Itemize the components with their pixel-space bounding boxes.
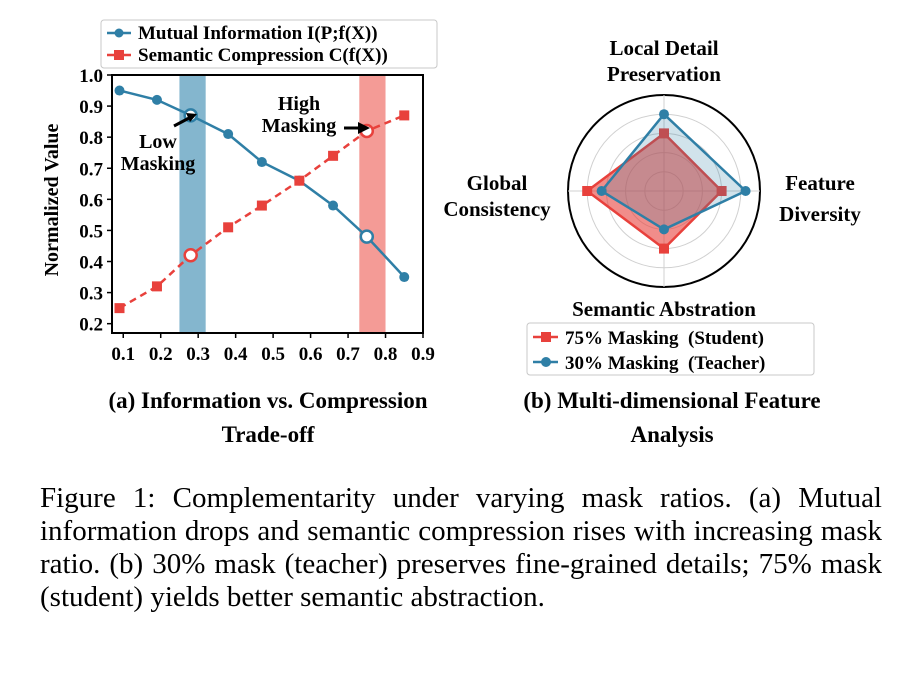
masking-band-1: [359, 75, 386, 333]
radar-axis-label-left-line2: Consistency: [443, 197, 551, 221]
legend-sc-label: Semantic Compression C(f(X)): [138, 45, 388, 66]
line-chart-legend: Mutual Information I(P;f(X)) Semantic Co…: [100, 19, 438, 69]
x-tick-label: 0.7: [336, 344, 360, 365]
y-tick-label: 0.3: [79, 284, 103, 305]
data-point: [256, 157, 267, 168]
subcaption-a-line2: Trade-off: [222, 422, 315, 447]
series-line-semantic-compression: [118, 114, 405, 310]
figure-caption-text: Figure 1: Complementarity under varying …: [40, 482, 882, 613]
data-point: [223, 222, 234, 233]
y-tick-label: 0.4: [79, 253, 103, 274]
data-point: [399, 110, 410, 121]
high-masking-label-line1: High: [278, 93, 320, 115]
figure-caption: Figure 1: Complementarity under varying …: [40, 482, 882, 614]
radar-axis-label-top-line1: Local Detail: [609, 36, 718, 60]
legend-teacher-marker: [541, 357, 551, 367]
x-tick-label: 0.4: [224, 344, 248, 365]
line-chart: 0.1 0.2 0.3 0.4 0.5 0.6 0.7 0.8 0.9 0.2 0.3 0.4 0.5 0…: [41, 19, 438, 447]
y-tick-label: 0.9: [79, 97, 103, 118]
low-masking-label-line2: Masking: [121, 153, 195, 175]
data-point: [256, 200, 267, 211]
data-point: [399, 272, 410, 283]
x-tick-label: 0.9: [411, 344, 435, 365]
y-tick-label: 1.0: [79, 66, 103, 87]
data-point: [151, 94, 162, 105]
subcaption-a-line1: (a) Information vs. Compression: [108, 388, 427, 413]
x-tick-label: 0.8: [374, 344, 398, 365]
data-point: [328, 150, 339, 161]
subcaption-b-line2: Analysis: [630, 422, 713, 447]
y-tick-label: 0.5: [79, 221, 103, 242]
data-point: [114, 303, 125, 314]
x-tick-label: 0.3: [186, 344, 210, 365]
plot-frame: [111, 74, 424, 334]
legend-teacher-label: 30% Masking (Teacher): [565, 353, 765, 374]
radar-axis-label-right-line1: Feature: [785, 171, 855, 195]
y-axis-label: Normalized Value: [41, 123, 63, 276]
radar-axis-label-left-line1: Global: [467, 171, 528, 195]
data-point: [328, 200, 339, 211]
data-point: [223, 129, 234, 140]
legend-mi-label: Mutual Information I(P;f(X)): [138, 23, 378, 44]
legend-student-marker: [541, 332, 551, 342]
subcaption-b-line1: (b) Multi-dimensional Feature: [523, 388, 820, 413]
high-masking-arrow: [344, 122, 370, 134]
data-point: [151, 281, 162, 292]
high-masking-label-line2: Masking: [262, 115, 336, 137]
data-point: [114, 85, 125, 96]
legend-mi-marker: [114, 28, 124, 38]
legend-student-label: 75% Masking (Student): [565, 328, 764, 349]
x-tick-label: 0.6: [299, 344, 323, 365]
x-tick-label: 0.1: [111, 344, 135, 365]
radar-point: [659, 109, 669, 120]
radar-point: [596, 186, 607, 196]
x-tick-label: 0.5: [261, 344, 285, 365]
radar-point: [716, 186, 727, 196]
series-group: [114, 85, 410, 314]
radar-axis-label-top-line2: Preservation: [607, 62, 721, 86]
radar-point: [582, 186, 593, 196]
tick-labels: 0.1 0.2 0.3 0.4 0.5 0.6 0.7 0.8 0.9 0.2 0.3 0.4 0.5 0…: [79, 66, 435, 365]
plot-border: [111, 74, 424, 334]
radar-point: [659, 243, 669, 254]
radar-chart: Local Detail Preservation Feature Divers…: [443, 36, 861, 447]
low-masking-arrow: [173, 113, 197, 128]
radar-point: [659, 128, 669, 139]
low-masking-label-line1: Low: [139, 131, 177, 153]
radar-axis-label-bottom-line1: Semantic Abstration: [572, 297, 756, 321]
y-tick-label: 0.7: [79, 159, 103, 180]
highlight-point: [359, 229, 375, 244]
radar-point: [740, 186, 751, 196]
y-tick-label: 0.6: [79, 190, 103, 211]
y-tick-label: 0.2: [79, 315, 103, 336]
highlight-point: [183, 248, 198, 263]
radar-point: [659, 224, 669, 235]
radar-legend: 75% Masking (Student) 30% Masking (Teach…: [526, 322, 815, 376]
x-tick-label: 0.2: [149, 344, 173, 365]
legend-sc-marker: [114, 50, 124, 60]
radar-axis-label-right-line2: Diversity: [779, 202, 861, 226]
data-point: [294, 175, 305, 186]
radar-series: [582, 109, 751, 254]
y-tick-label: 0.8: [79, 128, 103, 149]
